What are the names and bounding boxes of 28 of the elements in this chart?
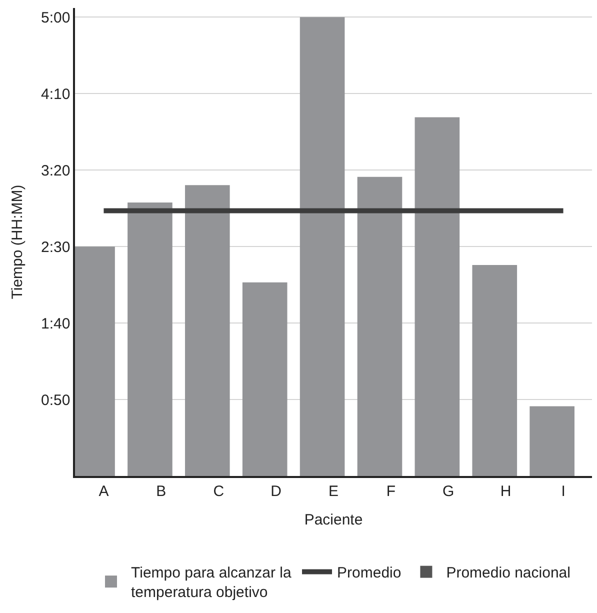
legend-label: Tiempo para alcanzar la temperatura objetivo xyxy=(131,564,292,602)
y-tick-label: 0:50 xyxy=(41,392,70,409)
y-tick-label: 5:00 xyxy=(41,9,70,26)
x-tick-label: E xyxy=(328,482,339,500)
bar xyxy=(242,282,288,476)
x-tick-label: F xyxy=(386,482,396,500)
bar xyxy=(128,202,172,476)
legend-label: Promedio xyxy=(337,564,402,582)
x-tick-label: H xyxy=(500,482,512,500)
legend-label: Promedio nacional xyxy=(446,564,570,582)
x-tick-label: I xyxy=(561,482,566,500)
x-tick-label: D xyxy=(270,482,282,500)
bar xyxy=(185,185,230,476)
y-axis-title: Tiempo (HH:MM) xyxy=(8,184,26,300)
y-tick-label: 3:20 xyxy=(41,162,70,180)
x-tick-label: A xyxy=(98,482,109,500)
bar xyxy=(357,176,402,476)
y-tick-label: 1:40 xyxy=(41,315,70,332)
bar xyxy=(530,406,574,476)
x-tick-label: G xyxy=(442,482,454,500)
x-axis-title: Paciente xyxy=(304,511,363,528)
bar xyxy=(414,117,460,476)
bar xyxy=(472,264,518,476)
y-tick-label: 2:30 xyxy=(41,238,70,256)
x-tick-label: C xyxy=(213,482,224,500)
y-tick-label: 4:10 xyxy=(41,86,70,103)
x-tick-label: B xyxy=(156,482,166,500)
bar xyxy=(300,17,345,476)
